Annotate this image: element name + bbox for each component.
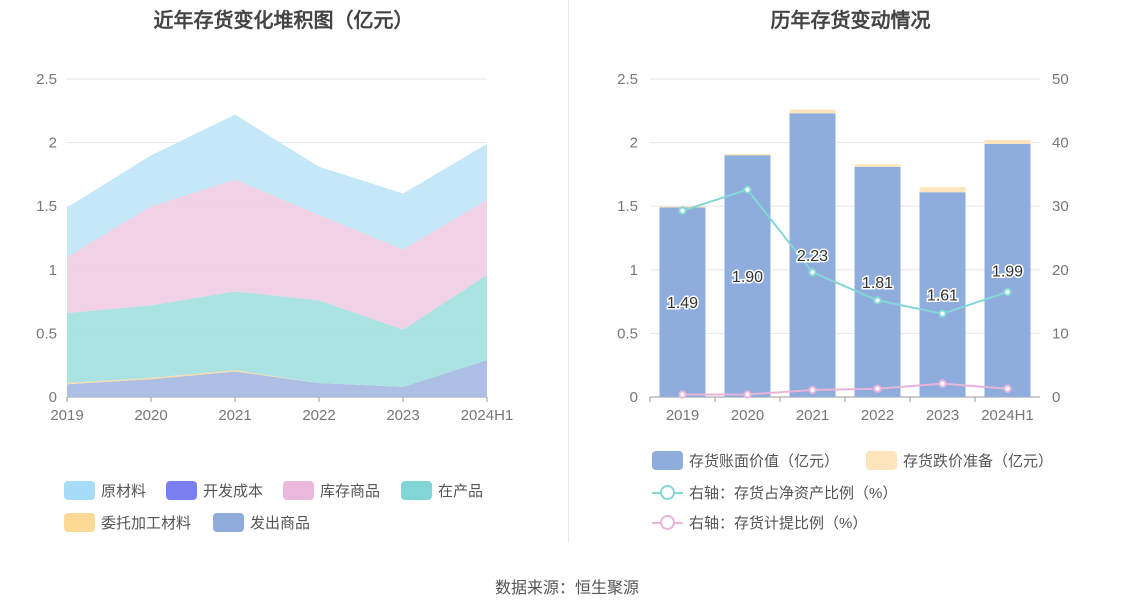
area-库存商品 xyxy=(67,179,487,330)
legend-label: 存货账面价值（亿元） xyxy=(689,453,840,470)
legend-swatch xyxy=(64,481,95,500)
right-y-tick-label: 0 xyxy=(630,389,638,406)
line-point xyxy=(743,185,752,194)
legend-swatch xyxy=(283,481,314,500)
legend-item-impairment-provision[interactable]: 存货跌价准备（亿元） xyxy=(866,450,1053,471)
line-point xyxy=(873,296,882,305)
bar-book-value xyxy=(984,143,1031,397)
legend-swatch xyxy=(866,451,897,470)
legend-swatch xyxy=(166,481,197,500)
right-y2-tick-label: 10 xyxy=(1052,325,1069,342)
bar-value-label: 1.81 xyxy=(862,275,893,292)
legend-label: 原材料 xyxy=(101,483,147,500)
legend-swatch xyxy=(401,481,432,500)
right-y2-tick-label: 0 xyxy=(1052,389,1060,406)
area-发出商品 xyxy=(67,360,487,397)
line-point xyxy=(678,206,687,215)
line-point xyxy=(678,390,687,399)
legend-item-goods-shipped[interactable]: 发出商品 xyxy=(213,512,310,533)
right-y2-tick-label: 30 xyxy=(1052,198,1069,215)
right-x-tick-label: 2023 xyxy=(926,407,959,424)
legend-item-provision-ratio[interactable]: 右轴：存货计提比例（%） xyxy=(652,512,867,533)
left-y-tick-label: 2 xyxy=(49,135,57,152)
bar-value-label: 1.49 xyxy=(667,295,698,312)
right-y2-tick-label: 50 xyxy=(1052,71,1069,88)
left-y-tick-label: 2.5 xyxy=(36,71,57,88)
legend-swatch xyxy=(213,513,244,532)
bar-book-value xyxy=(919,192,966,397)
bar-value-label: 1.90 xyxy=(732,269,763,286)
line-net-asset-ratio xyxy=(682,188,1008,315)
left-x-tick-label: 2023 xyxy=(386,407,419,424)
line-point xyxy=(1003,384,1012,393)
right-y2-tick-label: 40 xyxy=(1052,135,1069,152)
left-x-tick-label: 2020 xyxy=(134,407,167,424)
legend-label: 委托加工材料 xyxy=(101,515,192,532)
area-原材料 xyxy=(67,114,487,258)
legend-label: 存货跌价准备（亿元） xyxy=(903,453,1054,470)
line-point xyxy=(873,384,882,393)
bar-impairment-provision xyxy=(854,164,901,167)
left-x-tick-label: 2021 xyxy=(218,407,251,424)
line-point xyxy=(938,379,947,388)
right-y-tick-label: 1.5 xyxy=(617,198,638,215)
line-point xyxy=(743,390,752,399)
bar-book-value xyxy=(789,113,836,398)
legend-item-work-in-progress[interactable]: 在产品 xyxy=(401,480,483,501)
line-point xyxy=(938,309,947,318)
line-point xyxy=(808,268,817,277)
right-chart-title: 历年存货变动情况 xyxy=(770,10,931,32)
line-point xyxy=(808,385,817,395)
legend-label: 发出商品 xyxy=(250,515,311,532)
data-source-note: 数据来源：恒生聚源 xyxy=(494,580,639,597)
legend-label: 右轴：存货计提比例（%） xyxy=(689,515,868,532)
left-x-tick-label: 2019 xyxy=(50,407,83,424)
legend-item-finished-goods[interactable]: 库存商品 xyxy=(283,480,380,501)
bar-book-value xyxy=(659,207,706,397)
bar-book-value xyxy=(854,166,901,397)
bar-value-label: 1.99 xyxy=(992,263,1023,280)
panel-divider xyxy=(568,0,569,542)
right-x-tick-label: 2024H1 xyxy=(981,407,1034,424)
left-x-tick-label: 2024H1 xyxy=(461,407,514,424)
bar-impairment-provision xyxy=(789,109,836,114)
legend-item-consigned-materials[interactable]: 委托加工材料 xyxy=(64,512,191,533)
area-在产品 xyxy=(67,274,487,387)
left-y-tick-label: 0 xyxy=(49,389,57,406)
legend-label: 开发成本 xyxy=(203,483,264,500)
bar-impairment-provision xyxy=(919,187,966,193)
legend-item-raw-material[interactable]: 原材料 xyxy=(64,480,146,501)
bar-impairment-provision xyxy=(984,140,1031,144)
left-x-tick-label: 2022 xyxy=(302,407,335,424)
right-y-tick-label: 1 xyxy=(630,262,638,279)
right-y-tick-label: 2.5 xyxy=(617,71,638,88)
legend-item-book-value[interactable]: 存货账面价值（亿元） xyxy=(652,450,839,471)
right-x-tick-label: 2021 xyxy=(796,407,829,424)
legend-swatch xyxy=(652,451,683,470)
left-y-tick-label: 1.5 xyxy=(36,198,57,215)
legend-label: 在产品 xyxy=(438,483,484,500)
legend-line-marker xyxy=(652,483,683,502)
left-y-tick-label: 1 xyxy=(49,262,57,279)
bar-value-label: 2.23 xyxy=(797,248,828,265)
right-x-tick-label: 2022 xyxy=(861,407,894,424)
left-chart-title: 近年存货变化堆积图（亿元） xyxy=(153,10,414,32)
right-x-tick-label: 2020 xyxy=(731,407,764,424)
right-y2-tick-label: 20 xyxy=(1052,262,1069,279)
line-provision-ratio xyxy=(682,382,1008,396)
legend-swatch xyxy=(64,513,95,532)
bar-value-label: 1.61 xyxy=(927,288,958,305)
left-y-tick-label: 0.5 xyxy=(36,325,57,342)
legend-line-marker xyxy=(652,513,683,532)
legend-label: 库存商品 xyxy=(320,483,381,500)
right-x-tick-label: 2019 xyxy=(666,407,699,424)
legend-item-development-cost[interactable]: 开发成本 xyxy=(166,480,263,501)
legend-item-net-asset-ratio[interactable]: 右轴：存货占净资产比例（%） xyxy=(652,482,897,503)
right-y-tick-label: 2 xyxy=(630,135,638,152)
right-y-tick-label: 0.5 xyxy=(617,325,638,342)
bar-impairment-provision xyxy=(724,154,771,156)
line-point xyxy=(1003,287,1012,297)
legend-label: 右轴：存货占净资产比例（%） xyxy=(689,485,898,502)
